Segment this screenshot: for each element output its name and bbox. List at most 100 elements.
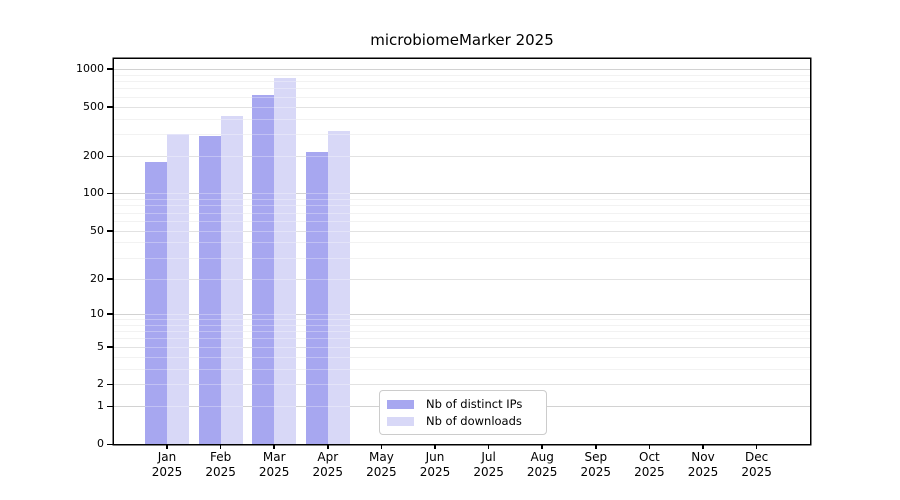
y-tick-label: 500: [83, 99, 104, 113]
gridline: [114, 338, 810, 340]
gridline: [114, 257, 810, 259]
gridline: [114, 242, 810, 244]
x-tick-label: Dec 2025: [725, 450, 789, 480]
x-tick-label: Mar 2025: [242, 450, 306, 480]
x-tick-month: Nov: [691, 450, 715, 464]
x-tick-label: Oct 2025: [617, 450, 681, 480]
gridline: [114, 356, 810, 358]
plot-area: 0 1 2 5 10 20 50 100 200 500 1000 Jan 2025 Feb 2025 Ma…: [76, 59, 810, 479]
legend-item-distinct-ips: Nb of distinct IPs: [380, 396, 546, 411]
gridline: [114, 68, 810, 70]
bar-distinct-ips-apr: [305, 152, 328, 444]
gridline: [114, 74, 810, 76]
gridline: [114, 278, 810, 280]
gridline: [114, 324, 810, 326]
y-tick-mark: [107, 192, 114, 195]
x-tick-month: Dec: [744, 450, 769, 464]
x-tick-year: 2025: [741, 465, 772, 479]
gridline: [114, 134, 810, 136]
gridline: [114, 230, 810, 232]
x-tick-year: 2025: [312, 465, 344, 479]
legend-label-distinct-ips: Nb of distinct IPs: [426, 396, 523, 411]
x-tick-label: Sep 2025: [564, 450, 628, 480]
y-tick-mark: [107, 230, 114, 232]
gridline: [114, 313, 810, 315]
x-tick-year: 2025: [258, 465, 290, 479]
gridline: [114, 331, 810, 333]
legend-label-downloads: Nb of downloads: [426, 413, 522, 428]
y-tick-label: 1000: [76, 61, 104, 75]
legend: Nb of distinct IPs Nb of downloads: [379, 390, 547, 435]
gridline: [114, 106, 810, 108]
gridline: [114, 319, 810, 321]
x-tick-mark: [702, 444, 704, 449]
gridline: [114, 96, 810, 98]
x-tick-year: 2025: [366, 465, 397, 479]
y-tick-mark: [107, 443, 114, 445]
gridline: [114, 212, 810, 214]
x-tick-month: Jun: [425, 450, 445, 464]
gridline: [114, 242, 810, 244]
gridline: [114, 199, 810, 201]
gridline: [114, 319, 810, 321]
gridline: [114, 68, 810, 70]
x-tick-mark: [327, 444, 329, 449]
x-tick-month: May: [368, 450, 394, 464]
x-tick-label: Apr 2025: [296, 450, 360, 480]
x-tick-label: Feb 2025: [189, 450, 253, 480]
x-tick-month: Mar: [262, 450, 286, 464]
gridline: [114, 156, 810, 158]
gridline: [114, 257, 810, 259]
x-tick-month: Oct: [639, 450, 660, 464]
x-tick-mark: [755, 444, 758, 449]
y-tick-label: 10: [90, 306, 104, 320]
gridline: [114, 134, 810, 136]
gridline: [114, 313, 810, 315]
x-tick-month: Jan: [157, 450, 177, 464]
legend-swatch-distinct-ips: [387, 399, 414, 409]
x-tick-label: Nov 2025: [671, 450, 735, 480]
x-tick-label: Aug 2025: [510, 450, 574, 480]
legend-item-downloads: Nb of downloads: [380, 413, 546, 428]
x-tick-mark: [648, 444, 651, 449]
x-tick-year: 2025: [473, 465, 504, 479]
gridline: [114, 220, 810, 222]
x-tick-month: Aug: [530, 450, 554, 464]
y-tick-mark: [107, 383, 114, 386]
y-tick-mark: [107, 278, 114, 280]
bar-distinct-ips-feb: [198, 136, 221, 444]
x-tick-label: Jun 2025: [403, 450, 467, 480]
y-tick-mark: [107, 68, 114, 70]
y-tick-label: 20: [90, 271, 104, 285]
y-axis: 0 1 2 5 10 20 50 100 200 500 1000: [76, 59, 810, 450]
x-tick-mark: [541, 444, 543, 449]
x-tick-year: 2025: [151, 465, 183, 479]
gridline: [114, 81, 810, 83]
y-tick-label: 2: [97, 377, 104, 391]
gridline: [114, 331, 810, 333]
bar-downloads-jan: [167, 134, 189, 444]
gridline: [114, 384, 810, 386]
bars-layer: [114, 59, 810, 444]
gridline: [114, 88, 810, 90]
y-tick-label: 5: [97, 339, 104, 353]
x-tick-year: 2025: [419, 465, 451, 479]
x-tick-label: Jul 2025: [457, 450, 521, 480]
gridline: [114, 384, 810, 386]
gridline: [114, 346, 810, 348]
y-tick-mark: [107, 405, 114, 408]
legend-swatch-downloads: [387, 416, 414, 426]
bar-distinct-ips-jan: [145, 161, 167, 444]
gridline: [114, 205, 810, 207]
gridline: [114, 193, 810, 195]
gridline: [114, 156, 810, 158]
gridline: [114, 118, 810, 120]
y-tick-label: 0: [97, 437, 104, 450]
y-tick-mark: [107, 346, 114, 348]
gridline: [114, 346, 810, 348]
gridline: [114, 230, 810, 232]
bar-distinct-ips-mar: [252, 94, 275, 444]
x-tick-year: 2025: [580, 465, 612, 479]
gridline: [114, 81, 810, 83]
x-tick-year: 2025: [205, 465, 236, 479]
